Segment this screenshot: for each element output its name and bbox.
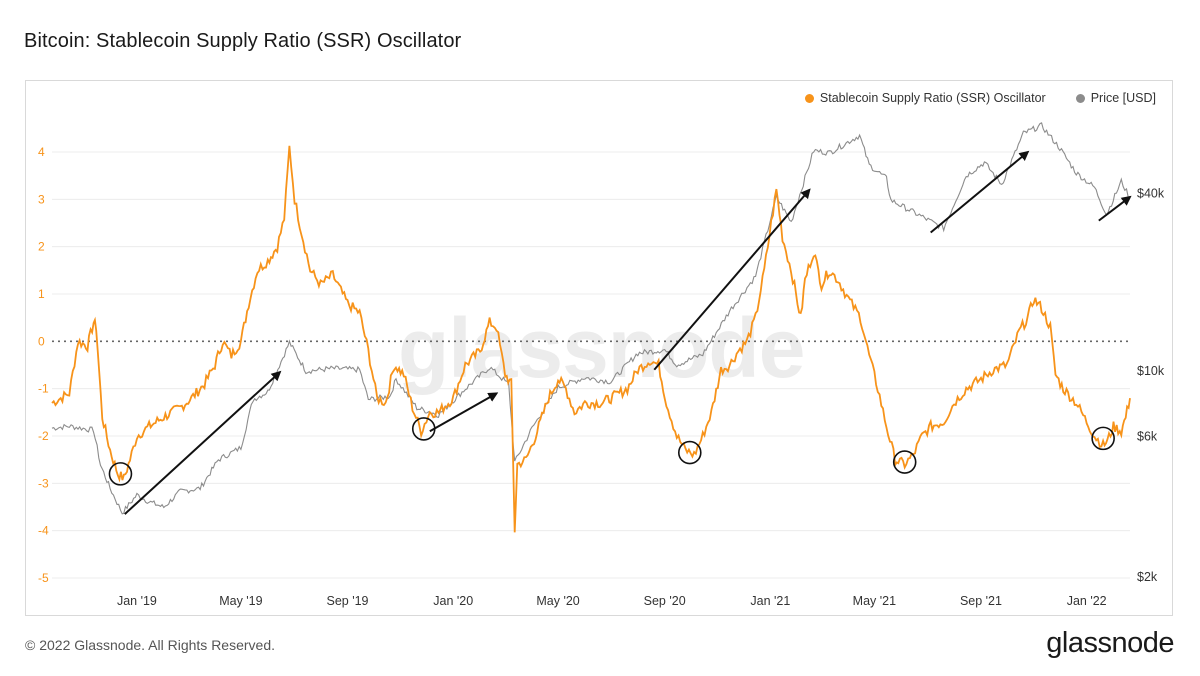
chart-frame: [25, 80, 1173, 616]
y-left-tick-label: 1: [38, 287, 45, 301]
annotation-arrow: [930, 150, 1030, 234]
chart-title: Bitcoin: Stablecoin Supply Ratio (SSR) O…: [24, 30, 462, 52]
legend-label-price: Price [USD]: [1090, 91, 1156, 105]
y-left-tick-label: 3: [38, 192, 45, 206]
annotation-arrow: [1098, 195, 1132, 222]
y-left-tick-label: -2: [38, 429, 49, 443]
legend-dot-ssr: [804, 93, 814, 103]
y-left-tick-label: -4: [38, 524, 49, 538]
x-tick-label: Jan '19: [117, 594, 157, 608]
x-tick-label: May '20: [536, 594, 579, 608]
legend-item-ssr[interactable]: Stablecoin Supply Ratio (SSR) Oscillator: [804, 91, 1046, 105]
x-tick-label: May '19: [219, 594, 262, 608]
price-series-line: [51, 122, 1131, 515]
watermark-text: glassnode: [398, 301, 805, 395]
y-right-tick-label: $10k: [1137, 364, 1165, 378]
y-left-tick-label: 0: [38, 334, 45, 348]
x-tick-label: Jan '20: [433, 594, 473, 608]
legend-item-price[interactable]: Price [USD]: [1075, 91, 1156, 105]
y-left-tick-label: 2: [38, 240, 45, 254]
chart-legend: Stablecoin Supply Ratio (SSR) Oscillator…: [804, 91, 1156, 105]
copyright-text: © 2022 Glassnode. All Rights Reserved.: [25, 637, 276, 653]
annotation-circle: [677, 440, 702, 465]
x-tick-label: Jan '21: [750, 594, 790, 608]
annotation-arrow: [653, 188, 811, 371]
legend-label-ssr: Stablecoin Supply Ratio (SSR) Oscillator: [819, 91, 1046, 105]
x-tick-label: Sep '19: [326, 594, 368, 608]
y-left-tick-label: -1: [38, 382, 49, 396]
x-tick-label: Jan '22: [1067, 594, 1107, 608]
y-right-tick-label: $40k: [1137, 187, 1165, 201]
y-left-tick-label: -3: [38, 476, 49, 490]
x-tick-label: May '21: [853, 594, 896, 608]
annotation-arrow: [124, 370, 282, 515]
y-left-tick-label: -5: [38, 571, 49, 585]
annotation-arrow: [429, 392, 499, 433]
x-tick-label: Sep '21: [960, 594, 1002, 608]
y-right-tick-label: $6k: [1137, 429, 1158, 443]
ssr-series-line: [51, 145, 1131, 533]
brand-logo: glassnode: [1046, 627, 1174, 659]
y-left-tick-label: 4: [38, 145, 45, 159]
x-tick-label: Sep '20: [644, 594, 686, 608]
legend-dot-price: [1075, 93, 1085, 103]
annotation-circle: [892, 450, 917, 474]
y-right-tick-label: $2k: [1137, 570, 1158, 584]
annotation-circle: [108, 462, 133, 486]
annotation-circle: [1091, 426, 1115, 451]
